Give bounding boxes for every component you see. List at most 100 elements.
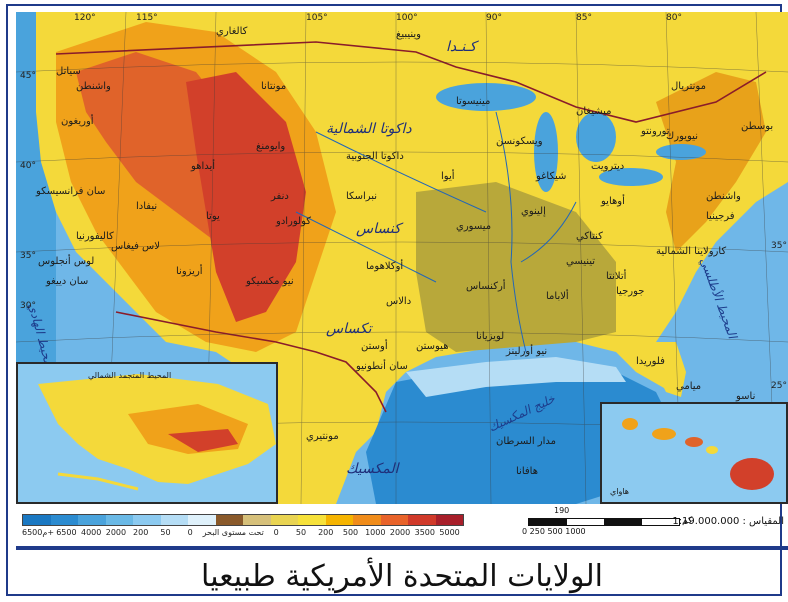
- mexico-border: [115, 311, 387, 413]
- label-san-francisco: سان فرانسيسكو: [36, 186, 106, 197]
- lake-superior: [436, 83, 536, 111]
- label-texas: تكساس: [326, 321, 372, 337]
- lake-ontario: [656, 144, 706, 160]
- legend-swatch: [298, 515, 326, 525]
- main-map: كـنـدا داكوتا الشمالية داكوتا الجنوبية م…: [16, 12, 788, 504]
- coord-lat-35: 35°: [20, 251, 36, 261]
- label-miami: ميامي: [676, 381, 702, 392]
- scale-unit: كم: [682, 516, 693, 526]
- legend-value: 6500: [56, 528, 77, 537]
- label-carolina: كارولاينا الشمالية: [656, 246, 727, 257]
- coord-lon-105: 105°: [306, 13, 328, 23]
- legend-value: 2000: [389, 528, 411, 537]
- label-austin: أوستن: [361, 341, 388, 352]
- label-virginia: فرجينيا: [706, 211, 735, 222]
- legend-value: 50: [295, 528, 307, 537]
- label-nebraska: نبراسكا: [346, 191, 378, 202]
- coord-lon-90: 90°: [486, 13, 502, 23]
- label-los-angeles: لوس أنجلوس: [38, 256, 95, 267]
- mississippi-lowland: [416, 182, 616, 352]
- legend-value: 3500: [414, 528, 435, 537]
- label-idaho: أيداهو: [191, 161, 216, 172]
- legend-value: 0: [187, 528, 193, 537]
- coord-lat-35-right: 35°: [771, 241, 787, 251]
- legend-swatch: [435, 515, 463, 525]
- label-new-mexico: نيو مكسيكو: [246, 276, 294, 287]
- label-michigan: ميشيغان: [576, 106, 612, 117]
- label-louisiana: لويزيانا: [476, 331, 505, 342]
- label-denver: دنفر: [271, 191, 289, 202]
- lake-erie: [599, 168, 663, 186]
- legend-value: 50: [160, 528, 171, 537]
- appalachians: [656, 72, 766, 252]
- scale-label: المقياس : 1:19.000.000: [672, 516, 784, 527]
- legend-swatch: [408, 515, 436, 525]
- canada-border: [55, 41, 767, 123]
- label-new-york: نيويورك: [666, 131, 698, 142]
- label-boston: بوسطن: [741, 121, 774, 132]
- legend-value: 500: [342, 528, 359, 537]
- label-colorado: كولورادو: [276, 216, 312, 227]
- elevation-legend: 6500م+ 6500 4000 2000 200 50 0 تحت مستوى البحر 0…: [22, 510, 482, 550]
- label-nassau: ناسو: [736, 391, 756, 402]
- legend-swatch: [325, 515, 353, 525]
- coord-lat-40: 40°: [20, 161, 36, 171]
- hawaii-svg: [602, 404, 786, 502]
- label-tennessee: تينيسي: [566, 256, 596, 267]
- map-scale: 190 كم 0 250 500 1000 المقياس : 1:19.000…: [518, 506, 784, 546]
- legend-value: 1000: [365, 528, 386, 537]
- label-california: كاليفورنيا: [76, 231, 114, 242]
- label-new-orleans: نيو أورلينز: [506, 346, 548, 357]
- label-detroit: ديترويت: [591, 161, 625, 172]
- terrain-svg: [16, 12, 788, 504]
- coord-lat-25-right: 25°: [771, 381, 787, 391]
- label-dakota-s: داكوتا الجنوبية: [346, 151, 404, 162]
- label-washington-dc: واشنطن: [706, 191, 741, 202]
- alaska-inset: المحيط المتجمد الشمالي: [16, 362, 278, 504]
- legend-value: 2000: [105, 528, 127, 537]
- legend-value: 6500م+: [22, 528, 55, 537]
- scale-top-value: 190: [554, 506, 570, 515]
- coord-lat-45: 45°: [20, 71, 36, 81]
- coord-lon-120: 120°: [74, 13, 96, 23]
- label-wisconsin: ويسكونسن: [496, 136, 543, 147]
- label-san-antonio: سان أنطونيو: [356, 361, 408, 372]
- legend-value: تحت مستوى البحر: [202, 528, 264, 537]
- coord-lon-115: 115°: [136, 13, 158, 23]
- label-atlanta: أتلانتا: [606, 271, 627, 282]
- label-san-diego: سان دييغو: [46, 276, 89, 287]
- legend-swatch: [133, 515, 161, 525]
- legend-swatch: [215, 515, 243, 525]
- label-canada: كـنـدا: [446, 39, 477, 55]
- scale-bar: [528, 518, 680, 526]
- label-wyoming: وايومنغ: [256, 141, 286, 152]
- label-georgia: جورجيا: [616, 286, 645, 297]
- legend-value: 200: [318, 528, 334, 537]
- coord-lat-30: 30°: [20, 301, 36, 311]
- gulf-shelf: [406, 357, 626, 397]
- legend-swatch: [23, 515, 51, 525]
- label-seattle: سياتل: [56, 66, 81, 77]
- label-utah: يوتا: [206, 211, 220, 222]
- label-oklahoma: أوكلاهوما: [366, 261, 404, 272]
- label-missouri: ميسوري: [456, 221, 492, 232]
- label-illinois: إلينوي: [521, 206, 546, 217]
- label-iowa: أيوا: [441, 171, 455, 182]
- map-frame: كـنـدا داكوتا الشمالية داكوتا الجنوبية م…: [6, 4, 788, 596]
- label-dallas: دالاس: [386, 296, 412, 307]
- label-arizona: أريزونا: [176, 266, 203, 277]
- label-monterrey: مونتيري: [306, 431, 339, 442]
- label-calgary: كالغاري: [216, 26, 248, 37]
- label-ohio: أوهايو: [601, 196, 625, 207]
- label-houston: هيوستن: [416, 341, 449, 352]
- label-winnipeg: وينيبيغ: [396, 29, 422, 40]
- label-washington: واشنطن: [76, 81, 111, 92]
- scale-ticks: 0 250 500 1000: [522, 527, 586, 536]
- legend-value: 200: [133, 528, 149, 537]
- label-nevada: نيفادا: [136, 201, 158, 212]
- map-title: الولايات المتحدة الأمريكية طبيعيا: [201, 558, 603, 594]
- alaska-svg: [18, 364, 276, 502]
- lake-huron: [576, 112, 616, 162]
- title-bar: الولايات المتحدة الأمريكية طبيعيا: [16, 546, 788, 602]
- label-chicago: شيكاغو: [536, 171, 567, 182]
